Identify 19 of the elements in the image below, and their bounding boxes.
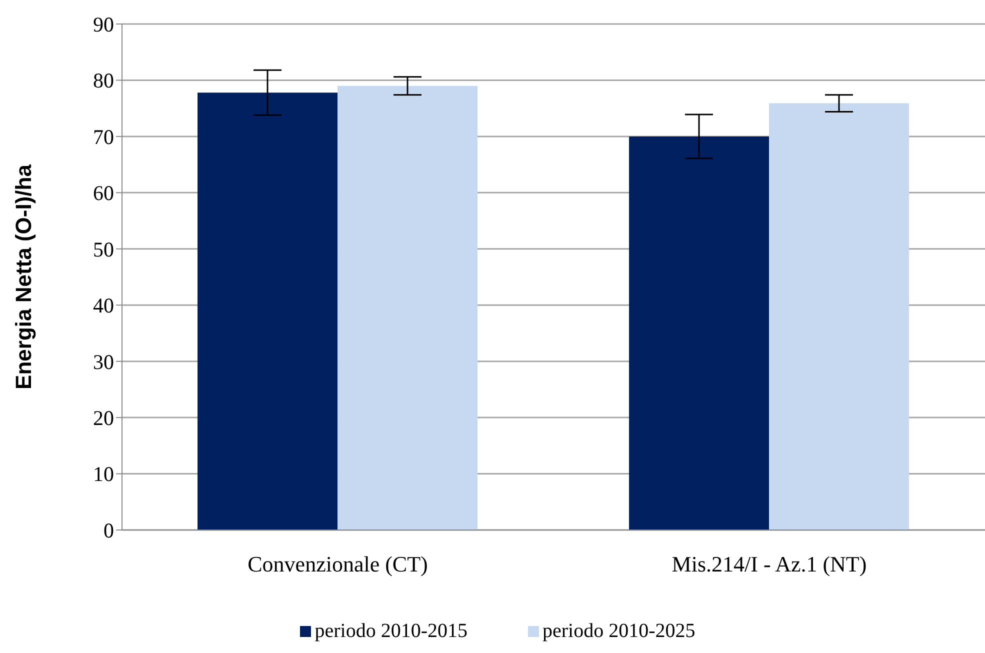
y-tick-label: 60 (93, 181, 114, 206)
y-tick-label: 10 (93, 462, 114, 486)
bar (629, 136, 770, 530)
y-tick-label: 80 (93, 68, 114, 93)
y-tick-label: 20 (93, 406, 114, 430)
y-tick-label: 30 (93, 350, 114, 374)
y-axis-title: Energia Netta (O-I)/ha (10, 164, 36, 390)
legend-label: periodo 2010-2025 (542, 620, 696, 643)
y-tick-label: 40 (93, 294, 114, 318)
y-tick-label: 90 (93, 12, 114, 36)
x-tick-label: Convenzionale (CT) (248, 552, 428, 577)
y-tick-label: 70 (93, 124, 114, 149)
bar (198, 92, 338, 530)
x-tick-label: Mis.214/I - Az.1 (NT) (672, 552, 867, 577)
y-tick-label: 0 (104, 518, 114, 542)
bar (769, 103, 910, 530)
y-tick-label: 50 (93, 237, 114, 262)
bar (338, 86, 478, 530)
legend-label: periodo 2010-2015 (314, 620, 468, 643)
